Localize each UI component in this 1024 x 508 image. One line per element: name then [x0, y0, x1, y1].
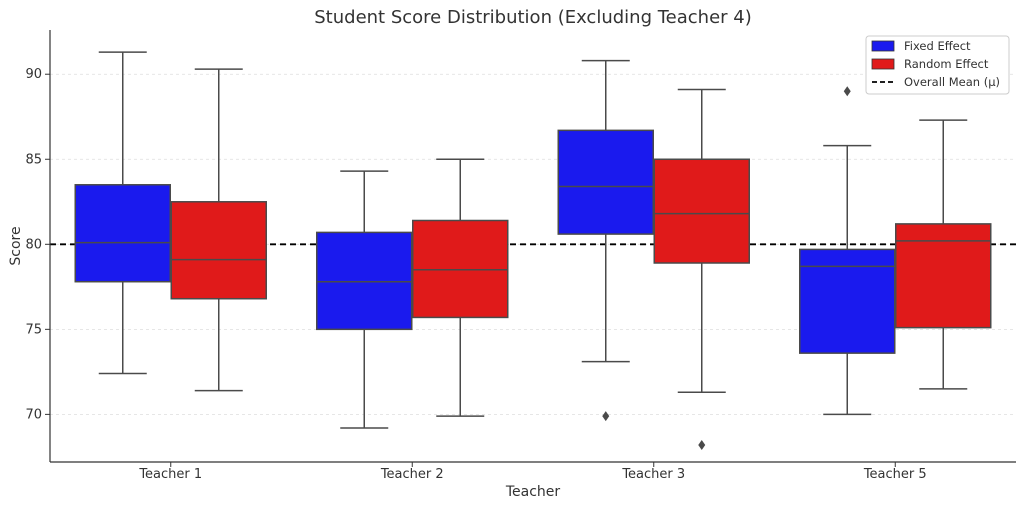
- iqr-box: [653, 158, 750, 264]
- y-tick-label: 70: [25, 407, 42, 422]
- x-axis-label: Teacher: [505, 484, 561, 500]
- x-tick-label: Teacher 5: [863, 467, 927, 482]
- box-fixed-2: [316, 170, 413, 429]
- legend-label: Fixed Effect: [904, 39, 971, 53]
- legend-swatch: [871, 58, 895, 70]
- chart-title: Student Score Distribution (Excluding Te…: [314, 7, 751, 28]
- legend-label: Overall Mean (μ): [904, 75, 1000, 89]
- iqr-box: [412, 219, 509, 319]
- y-tick-label: 85: [25, 152, 42, 167]
- iqr-box: [316, 231, 413, 331]
- iqr-box: [895, 223, 992, 329]
- box-fixed-3: [557, 59, 654, 422]
- y-tick-label: 90: [25, 67, 42, 82]
- iqr-box: [170, 201, 267, 300]
- outlier-point: [698, 439, 706, 450]
- outlier-point: [602, 411, 610, 422]
- legend-swatch: [871, 40, 895, 52]
- x-tick-label: Teacher 3: [621, 467, 685, 482]
- x-tick-label: Teacher 2: [380, 467, 444, 482]
- iqr-box: [557, 129, 654, 235]
- legend-box: [865, 35, 1010, 95]
- box-random-2: [412, 158, 509, 417]
- legend: Fixed Effect Random Effect Overall Mean (μ…: [865, 35, 1010, 95]
- box-fixed-1: [74, 51, 171, 375]
- box-random-1: [170, 68, 267, 392]
- y-axis-label: Score: [8, 226, 24, 265]
- iqr-box: [74, 184, 171, 283]
- boxes-layer: [74, 51, 992, 450]
- box-random-3: [653, 88, 750, 450]
- box-fixed-4: [799, 86, 896, 416]
- x-tick-label: Teacher 1: [138, 467, 202, 482]
- iqr-box: [799, 248, 896, 354]
- outlier-point: [843, 86, 851, 97]
- y-tick-label: 80: [25, 237, 42, 252]
- axes-layer: 70 75 80 85 90 Teacher 1 Teacher 2 Teacher 3 Tea…: [25, 30, 1016, 482]
- y-tick-label: 75: [25, 322, 42, 337]
- legend-label: Random Effect: [904, 57, 989, 71]
- box-random-4: [895, 119, 992, 390]
